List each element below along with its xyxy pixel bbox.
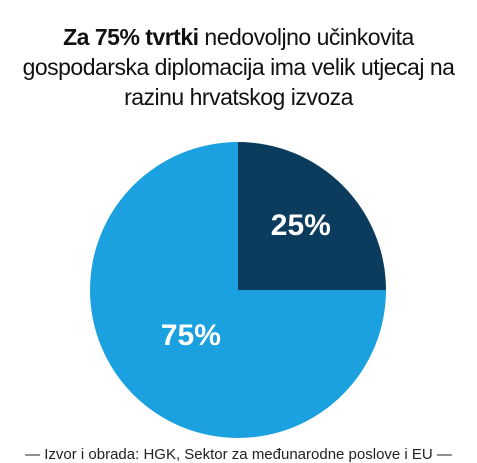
source: — Izvor i obrada: HGK, Sektor za međunar…: [25, 446, 452, 463]
title-rest: nedovoljno učinkovita gospodarska diplom…: [22, 24, 455, 110]
pie-slice: [238, 142, 386, 290]
slice-label: 75%: [161, 319, 221, 352]
chart-title: Za 75% tvrtki nedovoljno učinkovita gosp…: [0, 22, 477, 112]
pie-slice: [90, 142, 386, 438]
title-bold: Za 75% tvrtki: [63, 24, 199, 50]
slice-label: 25%: [271, 209, 331, 242]
